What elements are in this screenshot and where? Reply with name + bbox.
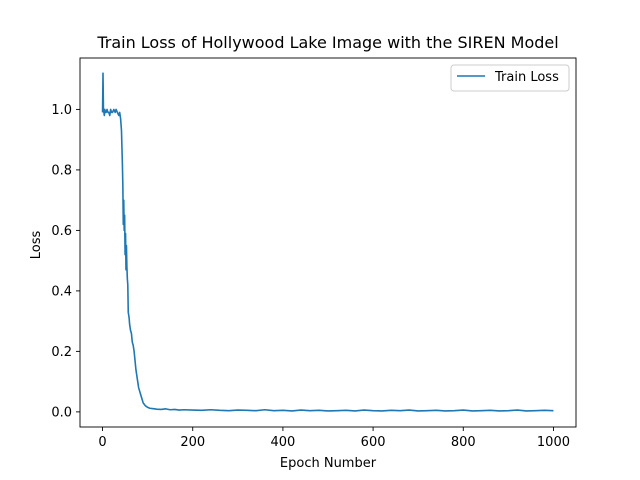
x-tick-label: 200: [180, 435, 205, 450]
x-tick-label: 600: [361, 435, 386, 450]
y-tick-label: 0.6: [51, 224, 72, 239]
chart-title: Train Loss of Hollywood Lake Image with …: [96, 33, 558, 52]
legend-box: [450, 64, 570, 92]
y-tick-label: 0.4: [51, 284, 72, 299]
legend: Train Loss: [450, 64, 570, 92]
y-axis-title: Loss: [29, 231, 44, 260]
x-tick-label: 800: [451, 435, 476, 450]
series-line-0: [101, 72, 554, 412]
x-tick-label: 0: [98, 435, 106, 450]
plot-area: 0 200 400 600 800 1000 0.0 0.2 0.4 0.6 0.8 1.0 Train…: [51, 57, 577, 450]
y-tick-label: 0.2: [51, 345, 72, 360]
axes-frame: [79, 57, 577, 428]
y-tick-label: 0.8: [51, 163, 72, 178]
x-tick-label: 400: [270, 435, 295, 450]
x-axis-title: Epoch Number: [280, 456, 377, 471]
legend-label: Train Loss: [494, 70, 559, 85]
y-tick-label: 0.0: [51, 405, 72, 420]
y-tick-label: 1.0: [51, 103, 72, 118]
x-tick-label: 1000: [537, 435, 570, 450]
